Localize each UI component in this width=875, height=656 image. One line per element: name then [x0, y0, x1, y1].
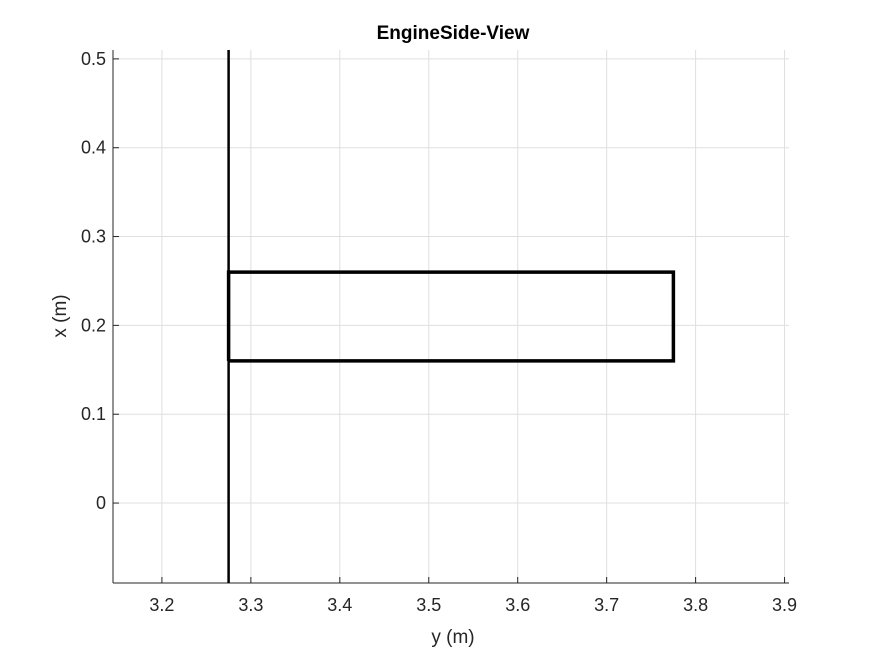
y-tick-label: 0.3 — [81, 227, 106, 247]
y-tick-label: 0.1 — [81, 404, 106, 424]
x-tick-label: 3.7 — [594, 595, 619, 615]
x-tick-label: 3.4 — [327, 595, 352, 615]
chart-title: EngineSide-View — [377, 23, 530, 44]
x-tick-label: 3.3 — [238, 595, 263, 615]
x-tick-label: 3.9 — [772, 595, 797, 615]
axes-layer — [112, 50, 789, 584]
y-tick-label: 0 — [96, 493, 106, 513]
tick-label-layer: 3.2 3.3 3.4 3.5 3.6 3.7 3.8 3.9 0 0.1 0.2 0.3 0.4 0.5 — [81, 49, 797, 615]
x-axis-label: y (m) — [431, 627, 474, 648]
x-tick-label: 3.2 — [149, 595, 174, 615]
x-tick-label: 3.5 — [416, 595, 441, 615]
y-tick-label: 0.4 — [81, 138, 106, 158]
y-axis-label: x (m) — [50, 294, 71, 337]
engine-rectangle-outline — [226, 270, 676, 363]
x-tick-label: 3.6 — [505, 595, 530, 615]
series-layer — [226, 50, 676, 583]
y-tick-label: 0.2 — [81, 315, 106, 335]
y-tick-label: 0.5 — [81, 49, 106, 69]
grid-layer — [113, 50, 789, 583]
x-tick-label: 3.8 — [683, 595, 708, 615]
